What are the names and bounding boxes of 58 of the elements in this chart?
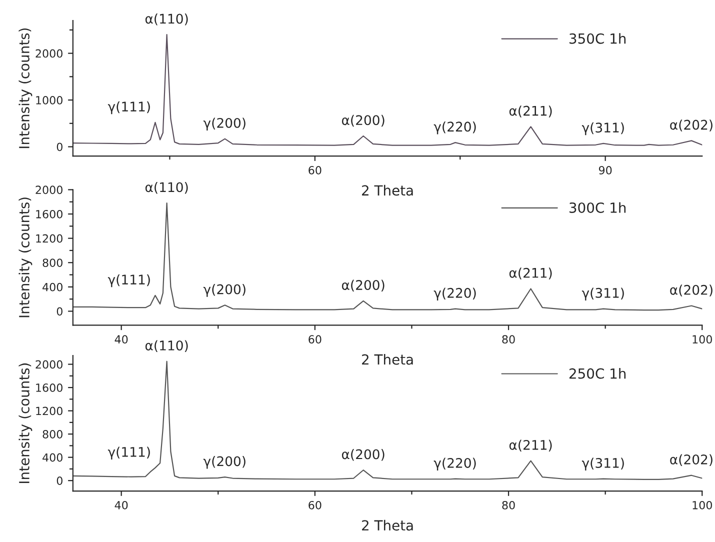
annotation: α(200) — [342, 280, 384, 292]
y-tick-label: 1200 — [36, 406, 62, 416]
annotation: α(202) — [670, 284, 712, 296]
y-tick-label: 0 — [56, 307, 62, 316]
y-tick-label: 0 — [56, 476, 62, 485]
x-axis-title: 2 Theta — [362, 520, 413, 531]
legend-label: 250C 1h — [569, 368, 626, 379]
y-tick-label: 1200 — [36, 234, 62, 243]
annotation: γ(200) — [203, 284, 246, 297]
legend-label: 350C 1h — [570, 33, 626, 44]
annotation: α(202) — [670, 120, 712, 132]
annotation: γ(111) — [108, 101, 150, 114]
y-tick-label: 2000 — [36, 49, 62, 58]
y-tick-label: 400 — [42, 453, 62, 462]
legend-label: 300C 1h — [570, 202, 626, 213]
x-axis-title: 2 Theta — [362, 354, 413, 365]
annotation: α(110) — [145, 340, 188, 352]
annotation: α(211) — [509, 268, 552, 280]
annotation: α(110) — [145, 14, 188, 26]
y-tick-label: 800 — [42, 258, 62, 267]
annotation: γ(220) — [434, 458, 476, 471]
y-axis-title: Intensity (counts) — [18, 198, 32, 318]
annotation: α(211) — [509, 440, 552, 452]
y-tick-label: 2000 — [36, 186, 62, 194]
annotation: α(202) — [670, 454, 712, 466]
y-axis-title: Intensity (counts) — [18, 363, 32, 483]
x-tick-label: 80 — [502, 335, 515, 344]
y-tick-label: 800 — [42, 430, 62, 438]
y-tick-label: 2000 — [36, 360, 62, 369]
x-tick-label: 60 — [308, 166, 322, 174]
y-tick-label: 0 — [56, 142, 62, 152]
y-tick-label: 1600 — [36, 210, 62, 218]
y-tick-label: 1600 — [36, 384, 62, 392]
annotation: γ(220) — [434, 288, 476, 300]
annotation: α(211) — [509, 106, 552, 118]
x-tick-label: 90 — [598, 166, 612, 174]
annotation: γ(111) — [108, 446, 150, 460]
annotation: γ(200) — [203, 456, 246, 469]
y-tick-label: 1000 — [36, 96, 62, 104]
x-tick-label: 40 — [114, 335, 128, 344]
annotation: γ(311) — [582, 458, 624, 471]
annotation: γ(220) — [434, 121, 476, 134]
x-tick-label: 100 — [692, 500, 712, 510]
annotation: γ(111) — [108, 274, 150, 288]
x-tick-label: 100 — [692, 335, 712, 344]
annotation: α(200) — [342, 114, 384, 127]
annotation: γ(200) — [203, 118, 246, 130]
annotation: γ(311) — [582, 288, 624, 300]
y-tick-label: 400 — [42, 282, 62, 292]
x-tick-label: 40 — [114, 500, 128, 510]
annotation: γ(311) — [582, 122, 624, 136]
x-axis-title: 2 Theta — [362, 184, 413, 196]
y-axis-title: Intensity (counts) — [18, 28, 32, 148]
annotation: α(200) — [342, 449, 384, 461]
x-tick-label: 60 — [308, 500, 322, 510]
x-tick-label: 60 — [308, 335, 322, 344]
annotation: α(110) — [145, 182, 188, 194]
x-tick-label: 80 — [502, 500, 515, 510]
